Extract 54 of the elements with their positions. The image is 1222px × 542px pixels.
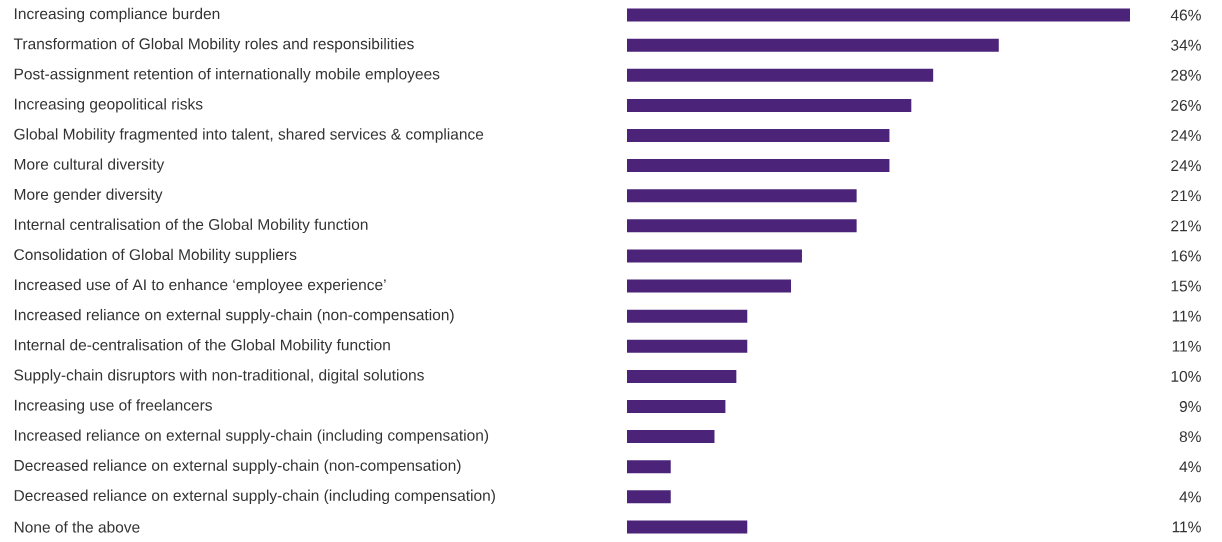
- data-label: 8%: [1179, 431, 1201, 443]
- data-label: 21%: [1171, 190, 1201, 202]
- y-tick-label: Global Mobility fragmented into talent, shared services & compliance: [14, 128, 484, 143]
- y-tick-label: More gender diversity: [14, 188, 163, 203]
- y-tick-label: Consolidation of Global Mobility suppliers: [14, 248, 297, 264]
- bar: [627, 189, 857, 203]
- bar: [627, 98, 912, 112]
- y-tick-label: Decreased reliance on external supply-chain (including compensation): [14, 489, 495, 505]
- bar: [627, 38, 999, 52]
- data-label: 11%: [1172, 310, 1201, 322]
- data-label: 16%: [1171, 250, 1201, 262]
- bar: [627, 8, 1130, 22]
- data-label: 4%: [1179, 491, 1201, 503]
- data-label: 21%: [1171, 220, 1201, 232]
- y-tick-label: Increased reliance on external supply-chain (including compensation): [14, 429, 489, 444]
- y-tick-label: Increased use of AI to enhance ‘employee experience’: [14, 278, 386, 294]
- data-label: 10%: [1171, 370, 1201, 382]
- bar: [627, 129, 890, 143]
- bar: [627, 490, 671, 504]
- y-tick-label: Internal de-centralisation of the Global Mobility function: [14, 339, 390, 354]
- data-label: 11%: [1172, 521, 1201, 533]
- y-tick-label: Increasing compliance burden: [14, 7, 220, 23]
- bar: [627, 219, 857, 233]
- data-label: 34%: [1171, 39, 1201, 51]
- y-tick-label: None of the above: [14, 521, 140, 533]
- y-tick-label: Post-assignment retention of internationally mobile employees: [14, 68, 440, 83]
- data-label: 26%: [1171, 99, 1201, 111]
- y-tick-label: Supply-chain disruptors with non-traditional, digital solutions: [14, 369, 424, 384]
- y-tick-label: More cultural diversity: [14, 158, 165, 173]
- data-label: 28%: [1171, 69, 1201, 81]
- bar: [627, 339, 748, 353]
- data-label: 15%: [1171, 280, 1201, 292]
- y-tick-label: Increasing geopolitical risks: [14, 98, 203, 113]
- bar: [627, 279, 792, 293]
- y-tick-label: Decreased reliance on external supply-chain (non-compensation): [14, 459, 461, 474]
- data-label: 24%: [1171, 160, 1201, 172]
- bar: [627, 400, 726, 414]
- data-label: 9%: [1179, 401, 1201, 412]
- bar: [627, 249, 802, 263]
- data-label: 24%: [1171, 130, 1201, 141]
- bar: [627, 369, 737, 383]
- data-label: 11%: [1172, 340, 1201, 352]
- bar: [627, 68, 934, 82]
- data-label: 4%: [1179, 461, 1201, 473]
- bar: [627, 520, 748, 534]
- y-tick-label: Transformation of Global Mobility roles and responsibilities: [13, 37, 414, 53]
- bar: [627, 159, 890, 173]
- y-tick-label: Increased reliance on external supply-chain (non-compensation): [14, 308, 454, 324]
- bar: [627, 309, 748, 323]
- y-tick-label: Internal centralisation of the Global Mobility function: [14, 218, 368, 234]
- bar: [627, 460, 671, 474]
- y-tick-label: Increasing use of freelancers: [14, 399, 212, 414]
- bar: [627, 430, 715, 444]
- data-label: 46%: [1170, 9, 1201, 21]
